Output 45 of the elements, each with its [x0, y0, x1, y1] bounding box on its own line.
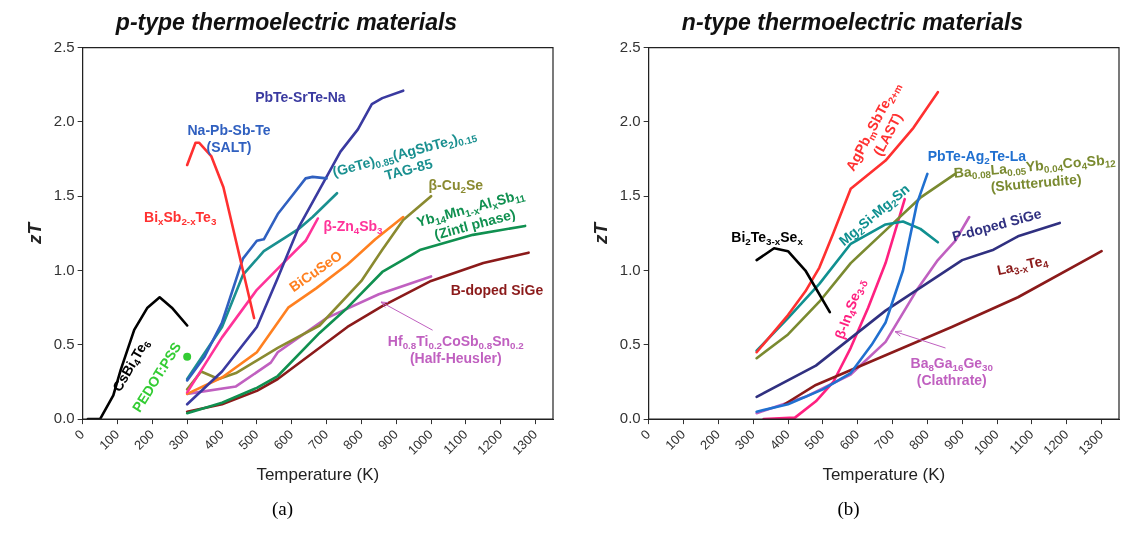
y-tick-label: 0.5	[53, 334, 75, 352]
x-tick-label: 0	[637, 426, 654, 443]
series-label: PbTe-SrTe-Na	[255, 88, 346, 105]
x-tick-label: 300	[165, 426, 192, 453]
x-axis-title: Temperature (K)	[822, 465, 946, 485]
text: β-In4Se3-δ	[831, 278, 870, 342]
x-tick-label: 600	[836, 426, 863, 453]
text: Na-Pb-Sb-Te (SALT)	[187, 122, 271, 156]
y-axis-title: zT	[589, 221, 611, 245]
x-tick-label: 800	[340, 426, 367, 453]
x-tick-label: 200	[131, 426, 157, 453]
x-tick-label: 800	[906, 426, 933, 453]
y-tick-label: 0.0	[619, 409, 641, 427]
y-axis-title: zT	[23, 221, 45, 245]
x-tick-label: 500	[235, 426, 262, 453]
y-tick-label: 2.0	[619, 112, 641, 130]
x-tick-label: 200	[697, 426, 723, 453]
x-tick-label: 700	[305, 426, 332, 453]
y-tick-label: 2.0	[53, 112, 75, 130]
x-tick-label: 600	[270, 426, 297, 453]
y-tick-label: 1.0	[53, 260, 75, 278]
x-tick-label: 300	[731, 426, 758, 453]
x-tick-label: 700	[871, 426, 898, 453]
x-tick-label: 0	[71, 426, 88, 443]
x-tick-label: 400	[200, 426, 227, 453]
chart-title: p-type thermoelectric materials	[114, 9, 458, 36]
text: (b)	[836, 498, 861, 520]
text: (a)	[270, 498, 295, 520]
y-tick-label: 0.5	[619, 334, 641, 352]
x-axis-title: Temperature (K)	[256, 465, 380, 485]
series-label: B-doped SiGe	[450, 282, 544, 299]
x-tick-label: 100	[662, 426, 689, 453]
x-tick-label: 400	[766, 426, 793, 453]
y-tick-label: 1.0	[619, 260, 641, 278]
y-tick-label: 1.5	[53, 186, 75, 204]
y-tick-label: 0.0	[53, 409, 75, 427]
x-tick-label: 900	[940, 426, 967, 453]
y-tick-label: 2.5	[619, 37, 641, 55]
text: La3-xTe4	[995, 252, 1050, 279]
y-tick-label: 1.5	[619, 186, 641, 204]
x-tick-label: 900	[374, 426, 401, 453]
y-tick-label: 2.5	[53, 37, 75, 55]
x-tick-label: 500	[801, 426, 828, 453]
x-tick-label: 100	[96, 426, 123, 453]
chart-title: n-type thermoelectric materials	[681, 9, 1024, 36]
